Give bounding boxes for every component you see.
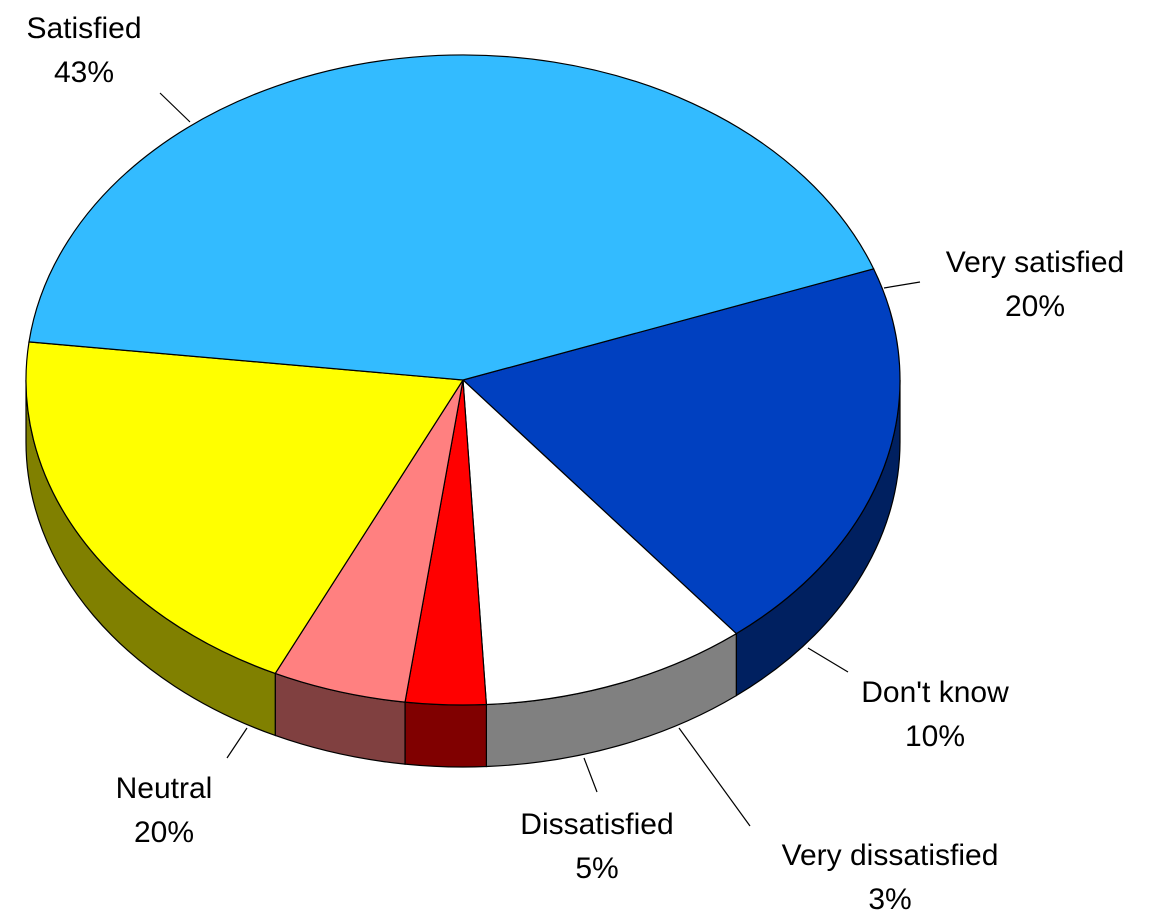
pie-slice-very-satisfied — [461, 268, 901, 635]
leader-line-satisfied — [159, 92, 191, 123]
slice-label-very-satisfied: Very satisfied — [946, 246, 1124, 279]
pie-slice-neutral — [25, 341, 465, 675]
leader-line-very-dissatisfied — [678, 727, 751, 827]
pie-slice-satisfied — [28, 54, 875, 381]
slice-percent-very-satisfied: 20% — [1005, 290, 1065, 323]
pie-side-very-dissatisfied — [404, 701, 487, 768]
slice-label-don-t-know: Don't know — [861, 676, 1009, 709]
leader-line-don-t-know — [807, 647, 849, 673]
pie-slice-don-t-know — [462, 378, 738, 706]
slice-percent-very-dissatisfied: 3% — [868, 883, 911, 913]
slice-label-very-dissatisfied: Very dissatisfied — [782, 839, 999, 872]
slice-label-satisfied: Satisfied — [26, 12, 141, 45]
leader-line-very-satisfied — [883, 281, 921, 289]
slice-label-neutral: Neutral — [116, 772, 213, 805]
pie-leader-lines — [159, 92, 921, 827]
leader-line-dissatisfied — [583, 757, 598, 793]
slice-percent-neutral: 20% — [134, 816, 194, 849]
slice-percent-dissatisfied: 5% — [575, 852, 618, 885]
slice-label-dissatisfied: Dissatisfied — [520, 808, 673, 841]
slice-percent-don-t-know: 10% — [905, 720, 965, 753]
pie-tops — [25, 54, 901, 706]
slice-percent-satisfied: 43% — [54, 56, 114, 89]
leader-line-neutral — [226, 727, 248, 759]
pie-labels: Very satisfied 20% Don't know 10% Very dissa… — [26, 12, 1124, 913]
